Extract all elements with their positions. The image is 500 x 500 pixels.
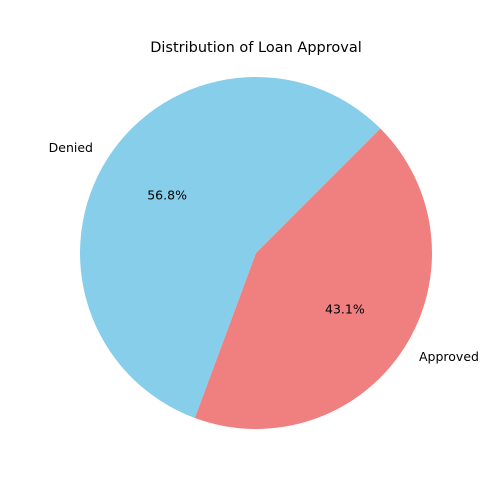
- slice-label-denied: Denied: [49, 140, 93, 155]
- percent-label-approved: 43.1%: [325, 301, 365, 316]
- pie-slices: [80, 77, 433, 430]
- pie-slice-approved: [194, 128, 433, 430]
- pie-slice-denied: [80, 77, 381, 419]
- slice-label-approved: Approved: [419, 349, 479, 364]
- chart-title: Distribution of Loan Approval: [150, 40, 362, 56]
- percent-label-denied: 56.8%: [147, 188, 187, 203]
- pie-labels: Denied 56.8% Approved 43.1%: [49, 140, 479, 364]
